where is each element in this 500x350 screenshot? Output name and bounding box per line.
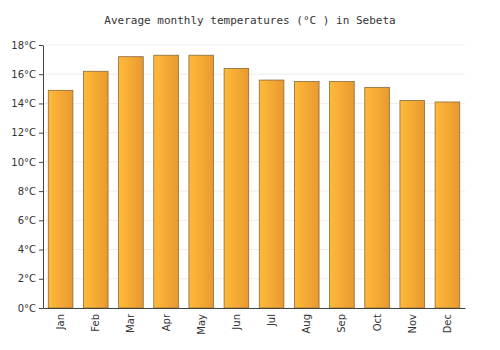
y-tick-mark	[39, 162, 43, 163]
grid	[43, 45, 465, 308]
x-tick-label: May	[196, 314, 207, 335]
title: Average monthly temperatures (°C ) in Se…	[104, 14, 395, 27]
y-tick-mark	[39, 133, 43, 134]
y-tick-mark	[39, 250, 43, 251]
x-tick-label: Oct	[372, 314, 383, 331]
x-tick: Jun	[231, 308, 242, 331]
bar	[400, 101, 425, 308]
bar	[83, 71, 108, 308]
bar	[224, 68, 249, 308]
y-tick: 10°C	[11, 157, 43, 168]
y-tick: 6°C	[18, 215, 43, 226]
y-tick-label: 4°C	[18, 244, 36, 255]
y-tick-label: 14°C	[11, 98, 36, 109]
x-tick-label: Jun	[231, 314, 242, 331]
y-tick-label: 18°C	[11, 40, 36, 51]
y-tick-mark	[39, 279, 43, 280]
chart: 0°C 2°C 4°C 6°C 8°C 10°C 12°C 14°C 16°C 18°C Jan Fe…	[0, 0, 500, 350]
y-tick: 0°C	[18, 303, 43, 314]
y-tick: 2°C	[18, 273, 43, 284]
y-tick: 18°C	[11, 40, 43, 51]
x-tick-label: Nov	[407, 314, 418, 334]
bar	[294, 82, 319, 308]
y-tick-label: 0°C	[18, 303, 36, 314]
y-tick: 4°C	[18, 244, 43, 255]
y-tick-label: 16°C	[11, 69, 36, 80]
x-tick-label: Sep	[336, 314, 347, 333]
y-axis-line	[43, 46, 44, 309]
bars	[48, 55, 459, 308]
y-tick-label: 10°C	[11, 157, 36, 168]
grid-line	[43, 45, 465, 46]
y-tick-label: 6°C	[18, 215, 36, 226]
y-tick-mark	[39, 74, 43, 75]
bar	[330, 82, 355, 308]
y-tick-mark	[39, 45, 43, 46]
y-tick: 8°C	[18, 186, 43, 197]
x-axis-line	[44, 308, 466, 309]
x-tick: Jul	[266, 308, 277, 327]
bar	[48, 90, 73, 308]
bar	[365, 87, 390, 308]
x-tick: Jan	[55, 308, 66, 330]
x-tick: Sep	[336, 308, 347, 333]
x-tick-label: Feb	[90, 314, 101, 332]
x-tick: Dec	[442, 308, 453, 333]
y-tick-label: 8°C	[18, 186, 36, 197]
x-tick-label: Jul	[266, 314, 277, 327]
bar	[119, 57, 144, 308]
x-tick-label: Aug	[301, 314, 312, 334]
bar	[259, 80, 284, 308]
x-tick: Apr	[161, 308, 172, 331]
x-tick-label: Mar	[125, 313, 136, 333]
y-tick: 12°C	[11, 127, 43, 138]
x-axis: Jan Feb Mar Apr May Jun Jul Aug Sep Oct Nov Dec	[44, 308, 466, 335]
x-tick-label: Jan	[55, 314, 66, 330]
y-tick-label: 2°C	[18, 273, 36, 284]
x-tick: Mar	[125, 308, 136, 333]
y-tick: 16°C	[11, 69, 43, 80]
x-tick: May	[196, 308, 207, 335]
x-tick: Feb	[90, 308, 101, 332]
bar	[154, 55, 179, 308]
y-tick: 14°C	[11, 98, 43, 109]
plot-area: 0°C 2°C 4°C 6°C 8°C 10°C 12°C 14°C 16°C 18°C Jan Fe…	[11, 40, 465, 335]
x-tick: Nov	[407, 308, 418, 334]
x-tick-label: Dec	[442, 314, 453, 333]
bar	[189, 55, 214, 308]
y-tick-mark	[39, 308, 43, 309]
y-axis: 0°C 2°C 4°C 6°C 8°C 10°C 12°C 14°C 16°C 18°C	[11, 40, 43, 314]
y-tick-mark	[39, 220, 43, 221]
x-tick-label: Apr	[161, 313, 172, 331]
y-tick-label: 12°C	[11, 127, 36, 138]
x-tick: Oct	[372, 308, 383, 331]
x-tick: Aug	[301, 308, 312, 334]
y-tick-mark	[39, 103, 43, 104]
y-tick-mark	[39, 191, 43, 192]
bar	[435, 102, 460, 308]
